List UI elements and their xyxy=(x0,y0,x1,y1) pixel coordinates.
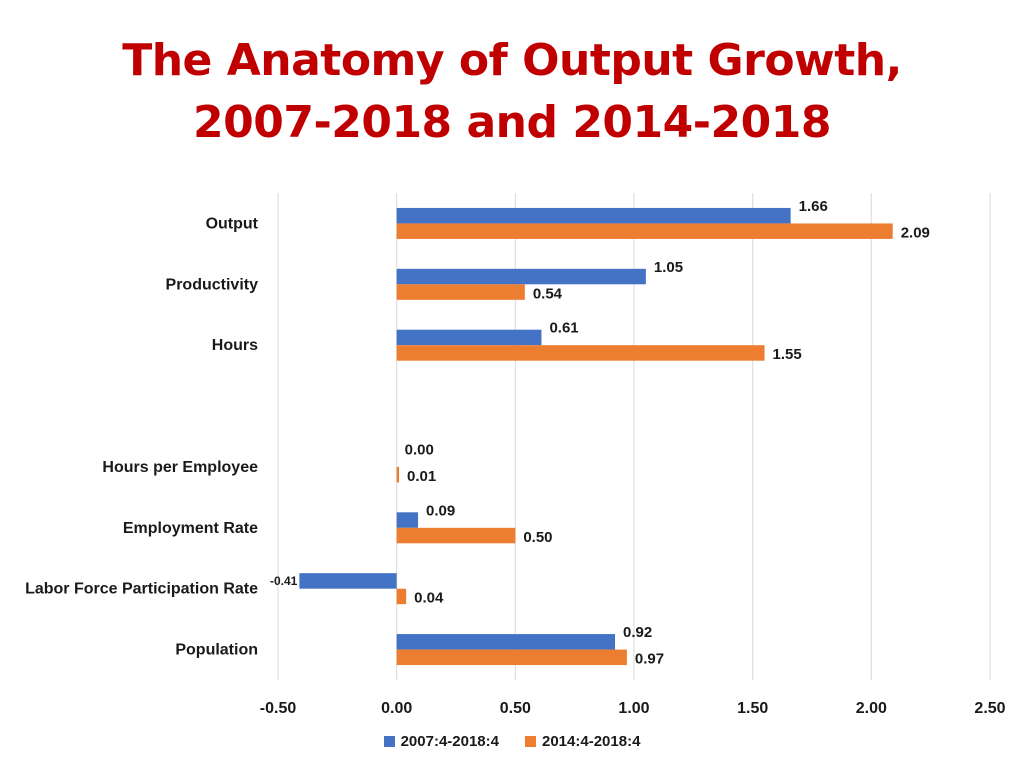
bar-series-2 xyxy=(396,345,765,361)
x-tick-label: 1.50 xyxy=(737,700,768,717)
legend-swatch-series-1 xyxy=(383,736,395,747)
data-label-series-2: 0.04 xyxy=(414,590,444,607)
legend-item-series-1: 2007:4-2018:4 xyxy=(383,733,499,750)
bar-series-2 xyxy=(396,588,407,605)
data-label-series-2: 0.01 xyxy=(407,468,436,485)
legend-swatch-series-2 xyxy=(525,736,536,747)
bar-series-2 xyxy=(396,223,893,239)
bar-series-2 xyxy=(396,527,516,544)
data-label-series-2: 0.97 xyxy=(635,651,664,668)
bar-series-1 xyxy=(396,207,791,224)
x-tick-label: 2.00 xyxy=(856,700,887,717)
data-label-series-1: 1.05 xyxy=(654,259,683,276)
x-tick-label: 2.50 xyxy=(974,700,1005,717)
legend: 2007:4-2018:4 2014:4-2018:4 xyxy=(0,733,1024,750)
data-label-series-1: 0.00 xyxy=(405,441,434,458)
legend-label-series-2: 2014:4-2018:4 xyxy=(542,733,641,750)
chart-title-line-2: 2007-2018 and 2014-2018 xyxy=(192,97,832,148)
bar-series-1 xyxy=(299,573,397,589)
legend-item-series-2: 2014:4-2018:4 xyxy=(525,733,640,750)
bar-series-2 xyxy=(396,466,400,483)
bar-series-2 xyxy=(396,284,525,300)
category-label: Labor Force Participation Rate xyxy=(25,581,258,598)
bar-series-1 xyxy=(396,634,616,650)
bar-series-1 xyxy=(396,329,542,346)
category-label: Employment Rate xyxy=(123,520,258,537)
legend-label-series-1: 2007:4-2018:4 xyxy=(400,733,499,750)
data-label-series-1: -0.41 xyxy=(270,574,298,588)
data-label-series-1: 1.66 xyxy=(799,198,828,215)
data-label-series-2: 2.09 xyxy=(901,224,930,241)
x-tick-label: 0.50 xyxy=(500,700,531,717)
data-label-series-2: 0.54 xyxy=(533,285,563,302)
data-label-series-2: 0.50 xyxy=(523,529,552,546)
bar-series-1 xyxy=(396,512,419,528)
category-label: Productivity xyxy=(166,276,259,293)
x-tick-label: 1.00 xyxy=(618,700,649,717)
data-label-series-1: 0.92 xyxy=(623,624,652,641)
category-label: Output xyxy=(206,215,259,232)
bar-series-2 xyxy=(396,649,627,666)
chart-title: The Anatomy of Output Growth, 2007-2018 … xyxy=(0,30,1024,154)
data-label-series-1: 0.09 xyxy=(426,502,455,519)
data-label-series-2: 1.55 xyxy=(773,346,802,363)
data-label-series-1: 0.61 xyxy=(549,320,578,337)
category-label: Hours xyxy=(212,337,258,354)
bar-series-1 xyxy=(396,268,646,285)
category-label: Population xyxy=(175,642,258,659)
x-tick-label: 0.00 xyxy=(381,700,412,717)
chart-title-line-1: The Anatomy of Output Growth, xyxy=(122,35,902,86)
x-tick-label: -0.50 xyxy=(260,700,297,717)
category-label: Hours per Employee xyxy=(102,459,258,476)
